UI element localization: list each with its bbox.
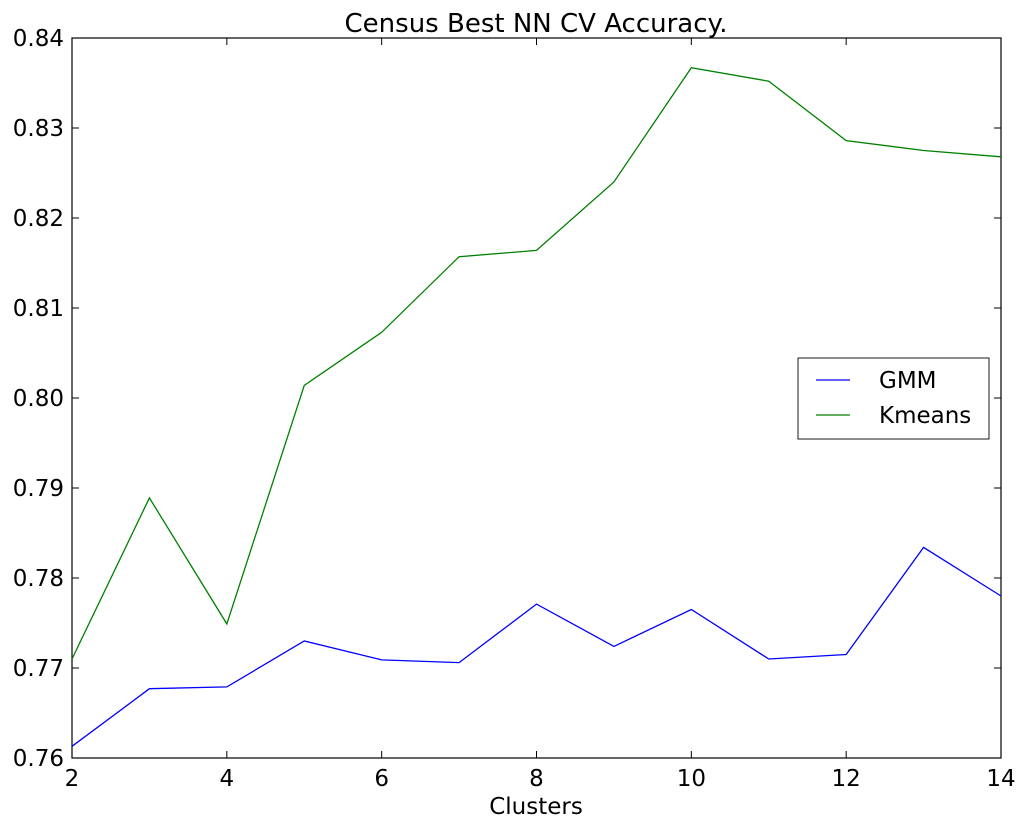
y-tick-label: 0.77 xyxy=(13,656,64,682)
y-tick-label: 0.76 xyxy=(13,746,64,772)
legend-label-gmm: GMM xyxy=(879,368,937,394)
y-tick-label: 0.81 xyxy=(13,296,64,322)
y-tick-label: 0.78 xyxy=(13,566,64,592)
chart-title: Census Best NN CV Accuracy. xyxy=(345,9,728,39)
legend: GMM Kmeans xyxy=(797,357,990,440)
x-tick-label: 8 xyxy=(529,766,544,792)
axis-ticks: 2 4 6 8 10 12 14 0.76 0.77 0.78 0.79 0.80 0.81 0.82 0.… xyxy=(13,26,1016,792)
legend-frame xyxy=(797,357,990,440)
series-line-kmeans xyxy=(71,66,1002,660)
x-tick-label: 10 xyxy=(677,766,706,792)
series-line-gmm xyxy=(71,546,1002,747)
x-axis-label: Clusters xyxy=(489,794,583,820)
x-tick-label: 14 xyxy=(986,766,1015,792)
y-tick-label: 0.79 xyxy=(13,476,64,502)
series-lines xyxy=(71,66,1002,747)
x-tick-label: 4 xyxy=(220,766,235,792)
x-tick-label: 2 xyxy=(65,766,80,792)
y-tick-label: 0.82 xyxy=(13,206,64,232)
x-tick-label: 12 xyxy=(832,766,861,792)
y-tick-label: 0.80 xyxy=(13,386,64,412)
x-tick-label: 6 xyxy=(374,766,389,792)
y-tick-label: 0.83 xyxy=(13,116,64,142)
legend-label-kmeans: Kmeans xyxy=(879,403,971,429)
y-tick-label: 0.84 xyxy=(13,26,64,52)
